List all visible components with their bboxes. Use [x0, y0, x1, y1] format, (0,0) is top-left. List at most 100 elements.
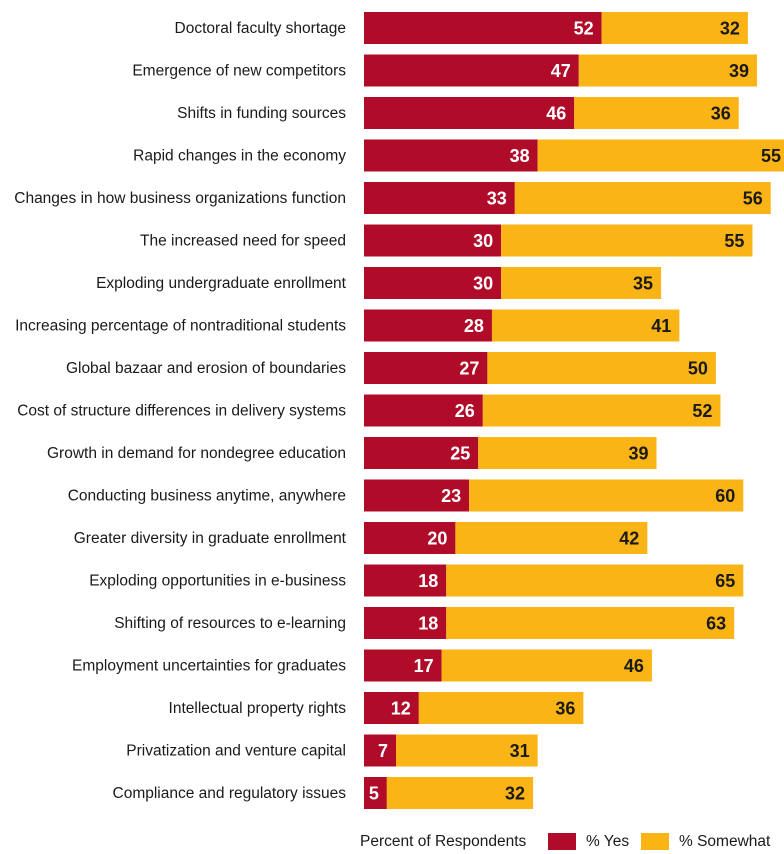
value-label-yes: 17 — [414, 656, 434, 676]
value-label-somewhat: 36 — [711, 104, 731, 124]
bar-somewhat — [455, 522, 648, 554]
value-label-yes: 46 — [546, 104, 566, 124]
bar-somewhat — [491, 309, 680, 342]
category-label: Exploding opportunities in e-business — [89, 573, 346, 590]
legend-swatch-somewhat — [641, 833, 669, 850]
value-label-yes: 25 — [450, 444, 470, 464]
legend-label-yes: % Yes — [586, 833, 629, 850]
value-label-yes: 12 — [391, 699, 411, 719]
bar-yes — [364, 309, 492, 342]
value-label-yes: 23 — [441, 486, 461, 506]
category-label: Doctoral faculty shortage — [175, 20, 346, 37]
value-label-somewhat: 41 — [651, 316, 671, 336]
value-label-yes: 52 — [574, 19, 594, 39]
value-label-yes: 5 — [369, 784, 379, 804]
bar-yes — [364, 692, 419, 724]
value-label-somewhat: 55 — [761, 146, 781, 166]
bar-yes — [364, 139, 538, 172]
value-label-yes: 7 — [378, 741, 388, 761]
value-label-somewhat: 35 — [633, 274, 653, 294]
bar-somewhat — [514, 182, 771, 214]
bar-somewhat — [487, 352, 716, 384]
category-label: Shifting of resources to e-learning — [114, 615, 346, 632]
category-label: Employment uncertainties for graduates — [72, 658, 346, 675]
category-label: Growth in demand for nondegree education — [47, 445, 346, 462]
category-label: Shifts in funding sources — [177, 105, 346, 122]
bar-somewhat — [501, 224, 753, 257]
bar-somewhat — [482, 394, 721, 427]
category-label: Greater diversity in graduate enrollment — [74, 530, 347, 547]
bar-yes — [364, 777, 387, 809]
value-label-somewhat: 42 — [619, 529, 639, 549]
value-label-somewhat: 39 — [628, 444, 648, 464]
value-label-somewhat: 56 — [743, 189, 763, 209]
category-label: Intellectual property rights — [169, 700, 347, 717]
bar-somewhat — [446, 564, 744, 597]
legend-label-somewhat: % Somewhat — [679, 833, 771, 850]
bar-yes — [364, 522, 456, 554]
category-label: Increasing percentage of nontraditional … — [15, 318, 346, 335]
bar-somewhat — [395, 734, 538, 767]
category-label: Privatization and venture capital — [126, 743, 346, 760]
category-label: Changes in how business organizations fu… — [14, 190, 346, 207]
value-label-yes: 20 — [427, 529, 447, 549]
bar-yes — [364, 479, 470, 512]
bar-somewhat — [478, 437, 657, 469]
bar-somewhat — [418, 692, 584, 724]
value-label-somewhat: 63 — [706, 614, 726, 634]
category-label: Rapid changes in the economy — [133, 148, 346, 165]
legend: Percent of Respondents % Yes % Somewhat — [360, 833, 771, 850]
bar-yes — [364, 607, 447, 639]
bar-yes — [364, 564, 447, 597]
bar-yes — [364, 437, 479, 469]
value-label-yes: 18 — [418, 614, 438, 634]
bar-yes — [364, 12, 602, 44]
value-label-yes: 30 — [473, 231, 493, 251]
bar-yes — [364, 224, 502, 257]
value-label-somewhat: 65 — [715, 571, 735, 591]
bar-yes — [364, 54, 579, 87]
category-labels: Doctoral faculty shortage Emergence of ne… — [14, 20, 346, 802]
value-label-somewhat: 60 — [715, 486, 735, 506]
legend-title: Percent of Respondents — [360, 833, 527, 850]
category-label: Emergence of new competitors — [132, 63, 346, 80]
value-label-yes: 26 — [455, 401, 475, 421]
value-label-yes: 47 — [551, 61, 571, 81]
bar-somewhat — [601, 12, 748, 44]
category-label: The increased need for speed — [140, 233, 346, 250]
value-label-yes: 18 — [418, 571, 438, 591]
value-label-somewhat: 52 — [692, 401, 712, 421]
value-label-yes: 38 — [510, 146, 530, 166]
value-label-somewhat: 32 — [505, 784, 525, 804]
bar-somewhat — [469, 479, 744, 512]
value-label-somewhat: 50 — [688, 359, 708, 379]
value-label-somewhat: 32 — [720, 19, 740, 39]
category-label: Conducting business anytime, anywhere — [68, 488, 346, 505]
bar-yes — [364, 734, 396, 767]
bar-somewhat — [537, 139, 784, 172]
bar-somewhat — [578, 54, 758, 87]
value-label-somewhat: 31 — [510, 741, 530, 761]
bar-yes — [364, 182, 515, 214]
bar-somewhat — [501, 267, 662, 299]
legend-swatch-yes — [548, 833, 576, 850]
category-label: Cost of structure differences in deliver… — [17, 403, 346, 420]
value-label-yes: 28 — [464, 316, 484, 336]
category-label: Global bazaar and erosion of boundaries — [66, 360, 346, 377]
value-label-somewhat: 39 — [729, 61, 749, 81]
bar-yes — [364, 649, 442, 682]
bar-somewhat — [574, 97, 739, 129]
bar-yes — [364, 394, 483, 427]
bar-yes — [364, 352, 488, 384]
category-label: Compliance and regulatory issues — [113, 785, 347, 802]
bar-somewhat — [441, 649, 652, 682]
category-label: Exploding undergraduate enrollment — [96, 275, 347, 292]
value-label-yes: 33 — [487, 189, 507, 209]
value-label-somewhat: 36 — [555, 699, 575, 719]
value-label-somewhat: 55 — [724, 231, 744, 251]
value-label-somewhat: 46 — [624, 656, 644, 676]
bar-yes — [364, 267, 502, 299]
bar-somewhat — [446, 607, 735, 639]
